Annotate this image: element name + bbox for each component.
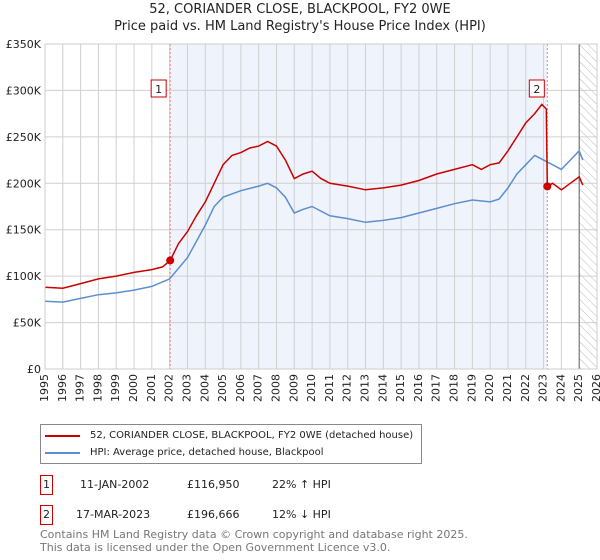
x-tick-label: 1999	[109, 374, 122, 402]
series-line-hpi	[44, 149, 584, 303]
x-tick-label: 2021	[501, 374, 514, 402]
x-tick-label: 2011	[323, 374, 336, 402]
marker-badge: 1	[40, 475, 53, 495]
chart-subtitle: Price paid vs. HM Land Registry's House …	[114, 19, 486, 34]
annotation-box	[528, 79, 545, 98]
x-tick-label: 2019	[465, 374, 478, 402]
x-tick-label: 2016	[412, 374, 425, 402]
y-tick-label: £250K	[6, 131, 42, 144]
sale-date: 17-MAR-2023	[76, 508, 151, 521]
sale-price: £196,666	[187, 508, 240, 521]
x-tick-label: 2023	[537, 374, 550, 402]
x-tick-label: 2020	[483, 374, 496, 402]
x-tick-label: 2006	[234, 374, 247, 402]
x-tick-label: 1995	[38, 374, 51, 402]
table-row: 1 11-JAN-2002 £116,950 22% ↑ HPI	[40, 475, 440, 495]
legend-label-hpi: HPI: Average price, detached house, Blac…	[90, 447, 324, 458]
x-tick-label: 2003	[180, 374, 193, 402]
y-tick-label: £100K	[6, 270, 42, 283]
x-tick-label: 1998	[91, 374, 104, 402]
plot-border	[44, 43, 598, 370]
footer: Contains HM Land Registry data © Crown c…	[40, 528, 468, 554]
sale-date: 11-JAN-2002	[80, 478, 150, 491]
legend-red-line	[45, 434, 80, 437]
hpi-diff: 22% ↑ HPI	[272, 478, 331, 491]
x-tick-label: 2008	[269, 374, 282, 402]
annotation-box	[150, 79, 167, 98]
sale-price: £116,950	[187, 478, 240, 491]
y-tick-label: £50K	[13, 317, 42, 330]
x-tick-label: 2015	[394, 374, 407, 402]
x-tick-label: 2000	[127, 374, 140, 402]
shaded-region	[170, 44, 548, 369]
x-tick-label: 2002	[163, 374, 176, 402]
x-tick-label: 2024	[554, 374, 567, 402]
x-tick-label: 2013	[359, 374, 372, 402]
chart-title: 52, CORIANDER CLOSE, BLACKPOOL, FY2 0WE	[149, 2, 451, 17]
table-row: 2 17-MAR-2023 £196,666 12% ↓ HPI	[40, 505, 440, 525]
x-tick-label: 1996	[56, 374, 69, 402]
y-tick-label: £0	[27, 363, 41, 376]
y-tick-label: £200K	[6, 177, 42, 190]
x-tick-label: 2022	[519, 374, 532, 402]
annotation-label: 2	[533, 83, 540, 96]
sale-point	[543, 182, 552, 191]
y-tick-label: £150K	[6, 224, 42, 237]
x-tick-label: 2026	[590, 374, 600, 402]
y-tick-label: £350K	[6, 38, 42, 51]
x-tick-label: 2014	[376, 374, 389, 402]
sale-point	[166, 256, 175, 265]
hpi-diff: 12% ↓ HPI	[272, 508, 331, 521]
y-tick-label: £300K	[6, 84, 42, 97]
x-tick-label: 2001	[145, 374, 158, 402]
annotation-label: 1	[155, 83, 162, 96]
forecast-hatch	[579, 44, 597, 369]
legend-blue-line	[45, 451, 80, 454]
footer-line-2: This data is licensed under the Open Gov…	[40, 541, 391, 554]
marker-badge: 2	[40, 505, 53, 525]
x-tick-label: 2007	[252, 374, 265, 402]
x-tick-label: 2004	[198, 374, 211, 402]
x-tick-label: 2025	[572, 374, 585, 402]
legend-label-property: 52, CORIANDER CLOSE, BLACKPOOL, FY2 0WE …	[90, 430, 414, 441]
plot-area: 1995 1996 1997 1998 1999 2000 2001 2002 2003 2004…	[6, 38, 600, 402]
legend: 52, CORIANDER CLOSE, BLACKPOOL, FY2 0WE …	[40, 424, 423, 464]
x-tick-label: 2005	[216, 374, 229, 402]
x-tick-label: 2018	[448, 374, 461, 402]
x-tick-label: 2012	[341, 374, 354, 402]
footer-line-1: Contains HM Land Registry data © Crown c…	[40, 528, 468, 541]
x-tick-label: 1997	[74, 374, 87, 402]
x-tick-label: 2010	[305, 374, 318, 402]
x-tick-label: 2009	[287, 374, 300, 402]
x-tick-label: 2017	[430, 374, 443, 402]
